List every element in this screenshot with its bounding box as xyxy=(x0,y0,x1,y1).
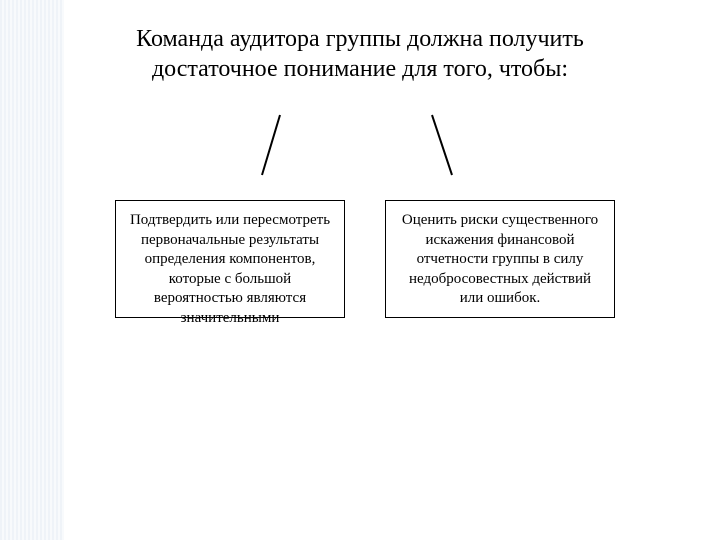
diagram-page: Команда аудитора группы должна получить … xyxy=(0,0,720,540)
node-left: Подтвердить или пересмотреть первоначаль… xyxy=(115,200,345,318)
node-right: Оценить риски существенного искажения фи… xyxy=(385,200,615,318)
edge-right xyxy=(432,115,452,175)
edge-left xyxy=(262,115,280,175)
